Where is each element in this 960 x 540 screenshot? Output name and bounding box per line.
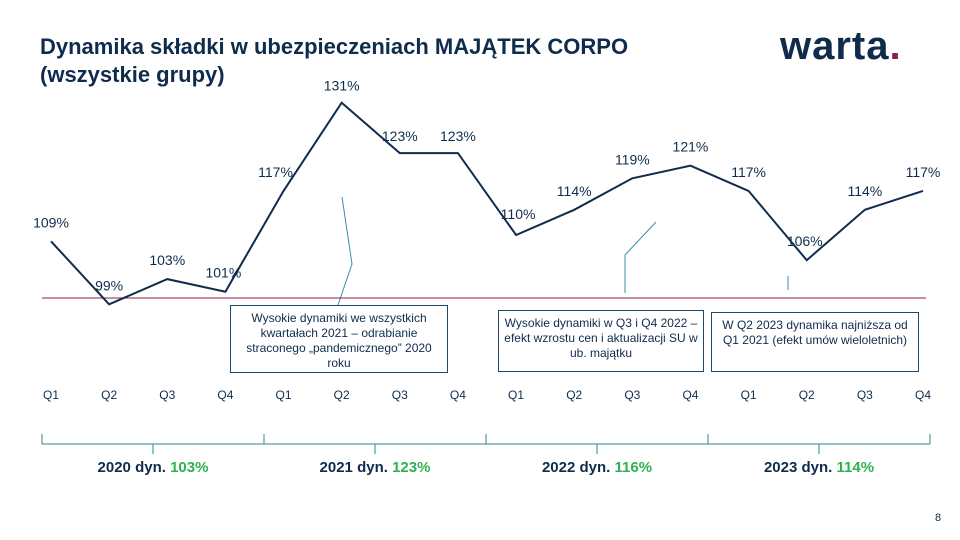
x-tick-12: Q4 (682, 388, 698, 402)
data-label-7: 123% (382, 128, 418, 144)
data-label-4: 101% (205, 265, 241, 281)
year-summary-2020-value: 103% (170, 459, 209, 476)
title-line-1: Dynamika składki w ubezpieczeniach MAJĄT… (40, 34, 629, 59)
data-labels: 109% 99% 103% 101% 117% 131% 123% 123% 110% 114% 1… (33, 78, 940, 294)
year-summary-2021-label: 2021 dyn. (319, 459, 388, 476)
warta-logo: warta. (780, 22, 902, 70)
year-summary-2022-label: 2022 dyn. (541, 459, 611, 476)
year-brackets (41, 434, 931, 454)
year-summary-2021-value: 123% (392, 459, 431, 476)
data-label-1: 109% (33, 214, 69, 230)
data-label-13: 117% (731, 164, 766, 180)
year-summary-2020: 2020 dyn. 103% (53, 459, 253, 476)
data-label-14: 106% (787, 233, 823, 249)
x-tick-13: Q1 (741, 388, 757, 402)
x-tick-6: Q2 (334, 388, 350, 402)
x-axis-tick-labels: Q1 Q2 Q3 Q4 Q1 Q2 Q3 Q4 Q1 Q2 Q3 Q4 Q1 Q2 Q3 Q4 (43, 388, 931, 402)
annotation-connector-1 (337, 196, 353, 306)
logo-dot: . (889, 24, 902, 68)
data-label-6: 131% (324, 78, 360, 94)
x-tick-10: Q2 (566, 388, 582, 402)
data-label-5: 117% (258, 164, 293, 180)
annotation-connectors (337, 196, 789, 306)
year-summary-2023-label: 2023 dyn. (763, 459, 833, 476)
x-tick-4: Q4 (217, 388, 233, 402)
year-summary-2021: 2021 dyn. 123% (275, 459, 475, 476)
year-summary-2020-label: 2020 dyn. (97, 459, 166, 476)
series-line (50, 101, 924, 306)
logo-text: warta (780, 24, 890, 68)
annotation-box-2023: W Q2 2023 dynamika najniższa od Q1 2021 … (711, 312, 919, 372)
annotation-box-2021: Wysokie dynamiki we wszystkich kwartałac… (230, 305, 448, 373)
x-tick-7: Q3 (392, 388, 408, 402)
data-label-10: 114% (557, 183, 592, 199)
data-label-11: 119% (615, 151, 650, 167)
year-summary-2022-value: 116% (614, 459, 653, 476)
data-label-2: 99% (95, 277, 123, 293)
x-tick-16: Q4 (915, 388, 931, 402)
x-tick-1: Q1 (43, 388, 59, 402)
year-summary-2022: 2022 dyn. 116% (497, 459, 697, 476)
year-summary-2023-value: 114% (836, 459, 875, 476)
annotation-connector-2 (624, 221, 657, 293)
year-summary-2023: 2023 dyn. 114% (719, 459, 919, 476)
data-label-9: 110% (501, 206, 536, 222)
data-label-16: 117% (906, 164, 941, 180)
x-tick-5: Q1 (276, 388, 292, 402)
page-number: 8 (935, 512, 942, 524)
annotation-box-2022: Wysokie dynamiki w Q3 i Q4 2022 – efekt … (498, 310, 704, 372)
data-label-3: 103% (149, 252, 185, 268)
data-label-8: 123% (440, 128, 476, 144)
x-tick-8: Q4 (450, 388, 466, 402)
x-tick-15: Q3 (857, 388, 873, 402)
x-tick-3: Q3 (159, 388, 175, 402)
data-label-15: 114% (847, 183, 882, 199)
title-line-2: (wszystkie grupy) (40, 62, 225, 87)
page-title: Dynamika składki w ubezpieczeniach MAJĄT… (40, 33, 740, 89)
x-tick-2: Q2 (101, 388, 117, 402)
x-tick-14: Q2 (799, 388, 815, 402)
data-label-12: 121% (673, 139, 709, 155)
x-tick-9: Q1 (508, 388, 524, 402)
x-tick-11: Q3 (624, 388, 640, 402)
